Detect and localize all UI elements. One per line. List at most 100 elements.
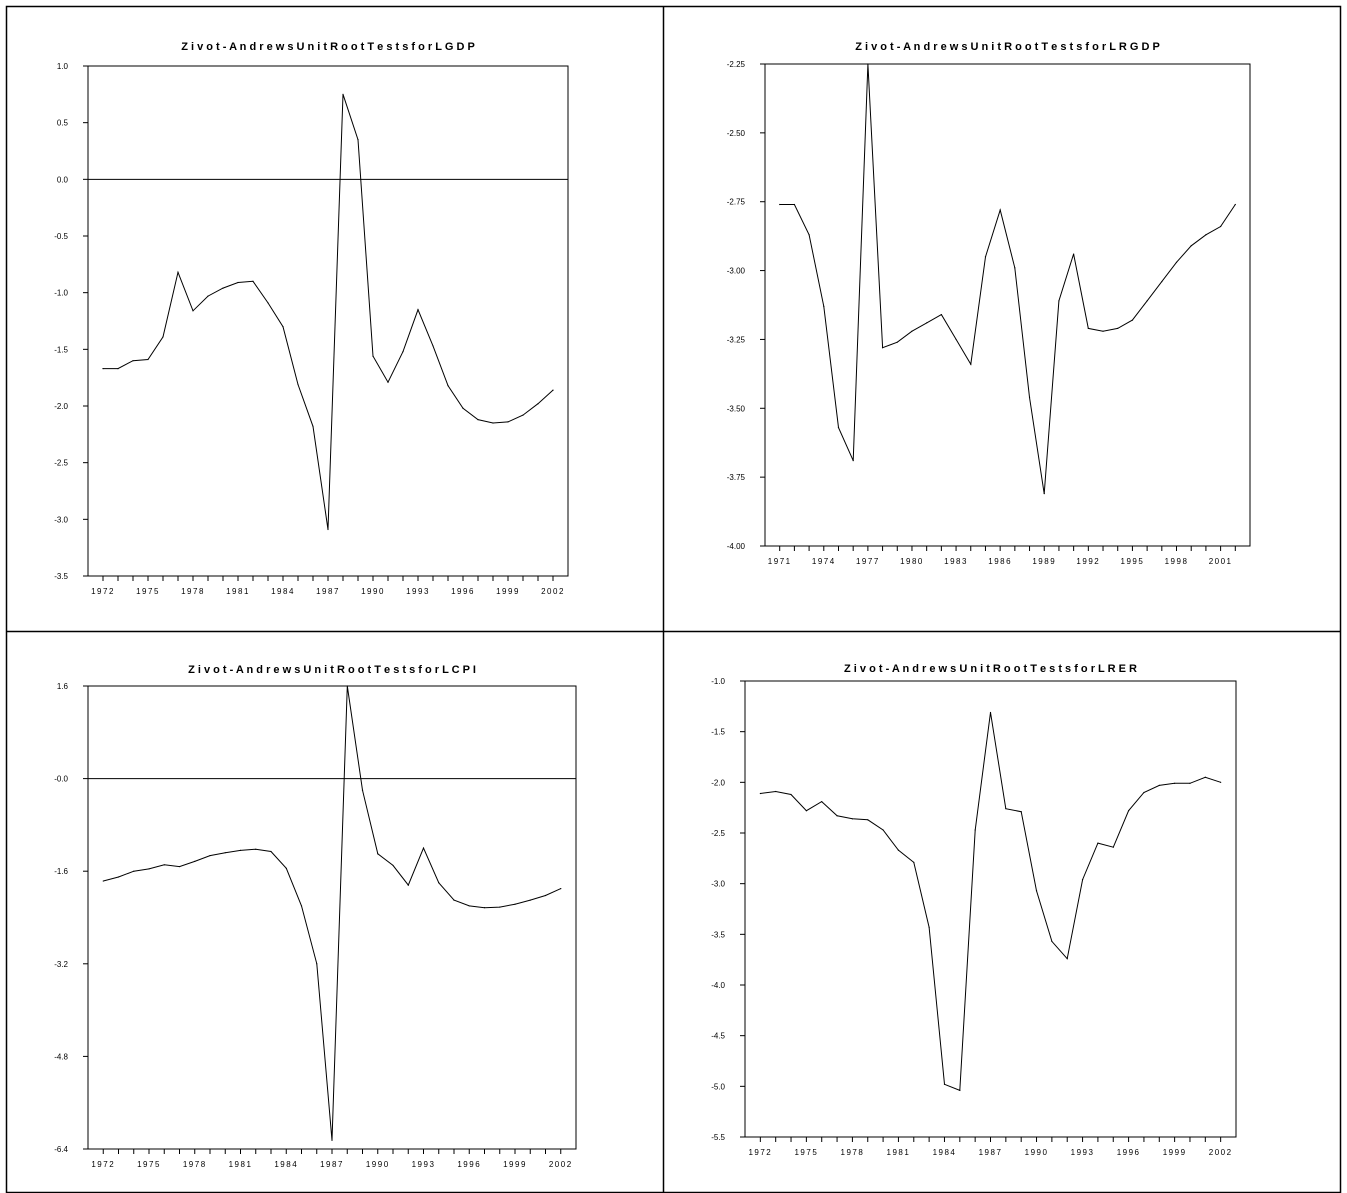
plot-frame: [764, 63, 1251, 547]
x-tick-label: 1986: [988, 557, 1012, 566]
x-tick-label: 1984: [933, 1148, 957, 1157]
data-point: [346, 685, 348, 687]
chart-1: Z i v o t - A n d r e w s U n i t R o o …: [54, 41, 569, 596]
data-point: [544, 894, 547, 897]
x-tick-label: 1981: [887, 1148, 911, 1157]
data-point: [224, 852, 226, 854]
data-point: [1204, 776, 1206, 778]
x-tick-label: 1993: [412, 1160, 436, 1169]
data-point: [867, 63, 869, 65]
series-line: [779, 63, 1236, 494]
x-tick-label: 1981: [226, 587, 250, 596]
data-point: [896, 341, 898, 343]
y-tick-label: 1.6: [57, 682, 69, 691]
x-tick-label: 2001: [1209, 557, 1233, 566]
y-tick-label: -1.6: [54, 867, 68, 876]
data-point: [1127, 810, 1130, 812]
data-point: [1234, 203, 1236, 206]
x-tick-label: 1984: [271, 587, 295, 596]
y-tick-label: -6.4: [54, 1145, 68, 1154]
data-point: [775, 790, 777, 793]
data-point: [1112, 846, 1114, 848]
data-point: [252, 280, 254, 282]
data-point: [926, 322, 928, 324]
data-point: [117, 368, 119, 370]
data-point: [984, 256, 987, 258]
chart-title: Z i v o t - A n d r e w s U n i t R o o …: [181, 41, 475, 53]
y-tick-label: -2.5: [54, 459, 68, 468]
y-tick-label: -3.5: [54, 572, 68, 581]
data-point: [297, 383, 299, 386]
data-point: [852, 460, 854, 462]
data-point: [1043, 493, 1045, 495]
data-point: [1020, 811, 1022, 813]
data-point: [447, 385, 449, 387]
data-point: [808, 234, 810, 236]
series-line: [103, 685, 562, 1141]
data-point: [1117, 327, 1119, 330]
data-point: [881, 347, 884, 349]
y-tick-label: -4.5: [711, 1032, 725, 1041]
x-tick-label: 1987: [979, 1148, 1003, 1157]
data-point: [422, 847, 425, 849]
data-point: [387, 381, 389, 383]
data-point: [913, 861, 915, 863]
data-point: [163, 864, 165, 866]
plot-frame: [87, 65, 569, 577]
x-tick-label: 1995: [1121, 557, 1145, 566]
y-tick-label: -2.75: [727, 198, 746, 207]
data-point: [239, 849, 242, 851]
data-point: [851, 818, 854, 820]
data-point: [897, 849, 900, 851]
data-point: [285, 867, 287, 869]
data-point: [327, 528, 329, 531]
data-point: [514, 903, 516, 905]
data-point: [1131, 319, 1134, 321]
data-point: [270, 850, 272, 853]
x-tick-label: 1999: [1163, 1148, 1187, 1157]
x-tick-label: 1978: [841, 1148, 865, 1157]
y-tick-label: -4.0: [711, 981, 725, 990]
data-point: [432, 345, 434, 347]
x-tick-label: 1987: [316, 587, 340, 596]
data-point: [552, 389, 554, 391]
data-point: [1051, 940, 1053, 943]
data-point: [462, 407, 464, 409]
x-tick-label: 1974: [812, 557, 836, 566]
data-point: [1102, 330, 1104, 332]
x-tick-label: 1972: [91, 587, 115, 596]
data-point: [560, 887, 562, 890]
data-point: [1081, 879, 1084, 881]
chart-4: Z i v o t - A n d r e w s U n i t R o o …: [711, 663, 1237, 1157]
data-point: [499, 906, 501, 908]
x-tick-label: 1990: [361, 587, 385, 596]
x-tick-label: 1987: [320, 1160, 344, 1169]
data-point: [1205, 234, 1207, 236]
data-point: [468, 905, 470, 907]
data-point: [453, 899, 455, 901]
x-tick-label: 1975: [794, 1148, 818, 1157]
data-point: [1190, 245, 1192, 247]
y-tick-label: -3.0: [54, 515, 68, 524]
data-point: [361, 789, 364, 791]
x-tick-label: 1978: [183, 1160, 207, 1169]
y-tick-label: -3.00: [727, 267, 746, 276]
x-tick-label: 1990: [366, 1160, 390, 1169]
y-tick-label: -2.50: [727, 129, 746, 138]
y-tick-label: -0.5: [54, 232, 68, 241]
x-tick-label: 1989: [1032, 557, 1056, 566]
data-point: [178, 865, 181, 868]
data-point: [955, 338, 957, 341]
data-point: [1014, 267, 1016, 269]
x-tick-label: 1996: [457, 1160, 481, 1169]
data-point: [911, 330, 913, 332]
data-point: [959, 1089, 961, 1091]
chart-title: Z i v o t - A n d r e w s U n i t R o o …: [855, 41, 1160, 53]
y-tick-label: -2.5: [711, 829, 725, 838]
y-tick-label: -3.0: [711, 880, 725, 889]
x-tick-label: 2002: [1209, 1148, 1233, 1157]
data-point: [1220, 225, 1222, 228]
data-point: [207, 295, 209, 297]
data-point: [999, 209, 1001, 211]
data-point: [407, 884, 409, 886]
